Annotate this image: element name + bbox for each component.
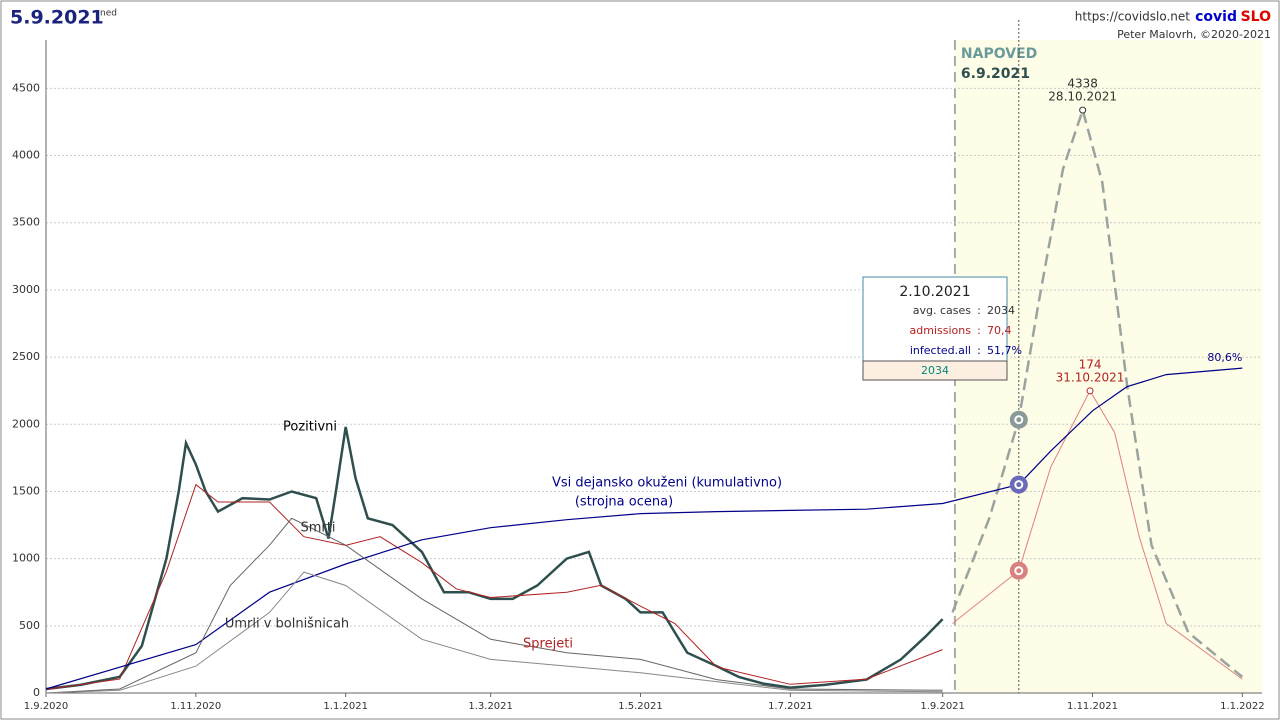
series-line	[952, 389, 1243, 680]
hover-point-inner	[1014, 415, 1024, 425]
peak-date: 31.10.2021	[1056, 370, 1125, 384]
y-tick-label: 4500	[12, 81, 40, 94]
y-tick-label: 1000	[12, 552, 40, 565]
hover-point	[1009, 410, 1028, 429]
series-label: Umrli v bolnišnicah	[225, 617, 349, 632]
tooltip-sep: :	[977, 324, 981, 337]
x-tick-label: 1.11.2021	[1067, 701, 1118, 712]
series-line	[45, 517, 943, 694]
weekday: ned	[100, 9, 117, 19]
x-tick-label: 1.9.2021	[920, 701, 965, 712]
tooltip-sep: :	[977, 344, 981, 357]
tooltip-footer-text: 2034	[921, 364, 949, 377]
y-tick-label: 2500	[12, 350, 40, 363]
series-line	[45, 571, 943, 694]
series-label: Pozitivni	[283, 420, 337, 435]
x-tick-label: 1.3.2021	[468, 701, 513, 712]
series-note: (strojna ocena)	[575, 495, 673, 510]
y-tick-label: 2000	[12, 417, 40, 430]
x-tick-label: 1.9.2020	[24, 701, 69, 712]
series-label: Vsi dejansko okuženi (kumulativno)	[552, 476, 782, 491]
tooltip-value: 51,7%	[987, 344, 1022, 357]
y-tick-label: 3500	[12, 216, 40, 229]
forecast-label: NAPOVED	[961, 46, 1037, 62]
tooltip-label: admissions	[910, 324, 972, 337]
x-tick-label: 1.1.2022	[1220, 701, 1265, 712]
x-tick-label: 1.5.2021	[618, 701, 663, 712]
brand: SLO	[1241, 9, 1272, 25]
y-tick-label: 3000	[12, 283, 40, 296]
series-line	[45, 483, 943, 690]
tooltip-date: 2.10.2021	[899, 284, 970, 300]
y-tick-label: 4000	[12, 149, 40, 162]
y-tick-label: 0	[33, 686, 40, 699]
brand: covid	[1195, 9, 1237, 25]
hover-point	[1009, 475, 1028, 494]
peak-marker	[1086, 387, 1094, 395]
y-tick-label: 1500	[12, 484, 40, 497]
tooltip-label: avg. cases	[913, 304, 972, 317]
peak-value: 174	[1079, 357, 1102, 371]
hover-point	[1009, 561, 1028, 580]
value-label: 80,6%	[1207, 351, 1242, 364]
series-label: Smrti	[301, 521, 336, 536]
forecast-date: 6.9.2021	[961, 66, 1030, 82]
peak-date: 28.10.2021	[1048, 90, 1117, 104]
series-label: Sprejeti	[523, 637, 573, 652]
series-line	[45, 426, 944, 691]
date-title: 5.9.2021	[10, 7, 104, 29]
x-tick-label: 1.1.2021	[323, 701, 368, 712]
hover-point-inner	[1014, 566, 1024, 576]
peak-marker	[1079, 106, 1087, 114]
tooltip-footer	[862, 360, 1008, 381]
peak-value: 4338	[1067, 77, 1098, 91]
series-line	[45, 367, 1243, 690]
y-tick-label: 500	[19, 619, 40, 632]
tooltip-value: 70,4	[987, 324, 1012, 337]
author: Peter Malovrh, ©2020-2021	[1117, 28, 1271, 41]
hover-point-inner	[1014, 480, 1024, 490]
x-tick-label: 1.7.2021	[768, 701, 813, 712]
tooltip-label: infected.all	[910, 344, 971, 357]
site-url[interactable]: https://covidslo.net	[1075, 10, 1191, 24]
tooltip-value: 2034	[987, 304, 1015, 317]
series-line	[951, 105, 1244, 678]
x-tick-label: 1.11.2020	[170, 701, 221, 712]
tooltip-sep: :	[977, 304, 981, 317]
